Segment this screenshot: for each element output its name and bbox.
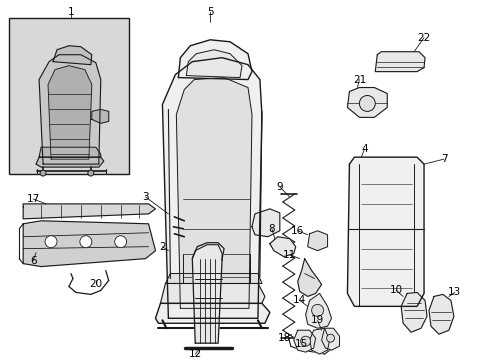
Polygon shape <box>39 147 101 157</box>
Polygon shape <box>428 294 453 334</box>
Text: 13: 13 <box>447 287 461 297</box>
Polygon shape <box>321 328 339 350</box>
Polygon shape <box>307 231 327 251</box>
Polygon shape <box>186 50 242 78</box>
Polygon shape <box>305 293 331 328</box>
Polygon shape <box>297 258 321 296</box>
Polygon shape <box>251 209 279 237</box>
Text: 12: 12 <box>188 349 202 359</box>
Bar <box>9 18 128 174</box>
Text: 15: 15 <box>294 339 308 349</box>
Polygon shape <box>347 87 386 117</box>
Circle shape <box>45 236 57 248</box>
Text: 19: 19 <box>310 315 324 325</box>
Circle shape <box>300 336 310 346</box>
Polygon shape <box>48 66 92 159</box>
Text: 1: 1 <box>67 7 74 17</box>
Text: 3: 3 <box>142 192 148 202</box>
Text: 17: 17 <box>26 194 40 204</box>
Polygon shape <box>165 274 262 283</box>
Polygon shape <box>36 157 103 167</box>
Text: 7: 7 <box>440 154 447 164</box>
Polygon shape <box>92 109 108 123</box>
Text: 10: 10 <box>389 285 402 296</box>
Circle shape <box>40 170 46 176</box>
Polygon shape <box>178 40 251 80</box>
Text: 8: 8 <box>268 224 275 234</box>
Polygon shape <box>155 303 269 323</box>
Polygon shape <box>176 78 251 309</box>
Circle shape <box>311 304 323 316</box>
Polygon shape <box>53 46 92 65</box>
Text: 16: 16 <box>290 226 304 236</box>
Circle shape <box>88 170 94 176</box>
Text: 14: 14 <box>292 296 305 305</box>
Polygon shape <box>39 55 101 164</box>
Polygon shape <box>23 221 155 266</box>
Text: 6: 6 <box>30 256 37 266</box>
Polygon shape <box>269 237 295 257</box>
Polygon shape <box>160 283 264 303</box>
Polygon shape <box>400 292 426 332</box>
Polygon shape <box>192 243 224 343</box>
Text: 18: 18 <box>278 333 291 343</box>
Circle shape <box>115 236 126 248</box>
Polygon shape <box>23 204 155 219</box>
Circle shape <box>326 334 334 342</box>
Polygon shape <box>293 330 315 352</box>
Text: 9: 9 <box>276 182 283 192</box>
Text: 11: 11 <box>283 249 296 260</box>
Polygon shape <box>162 58 262 318</box>
Text: 21: 21 <box>352 75 365 85</box>
Polygon shape <box>309 328 329 354</box>
Text: 22: 22 <box>417 33 430 43</box>
Text: 2: 2 <box>159 242 165 252</box>
Polygon shape <box>374 52 424 72</box>
Text: 20: 20 <box>89 279 102 289</box>
Circle shape <box>80 236 92 248</box>
Text: 5: 5 <box>206 7 213 17</box>
Circle shape <box>359 95 374 111</box>
Text: 4: 4 <box>360 144 367 154</box>
Polygon shape <box>347 157 423 306</box>
